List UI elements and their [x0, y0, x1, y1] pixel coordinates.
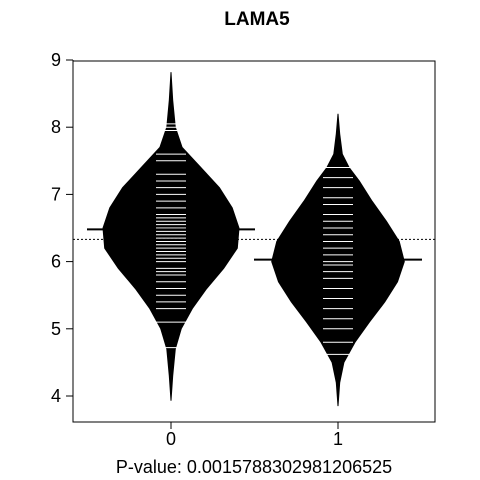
y-axis: 4 5 6 7 8 9: [51, 50, 74, 406]
x-tick-label: 0: [166, 429, 176, 449]
beans-layer: [87, 72, 422, 407]
y-tick-label: 7: [51, 184, 61, 204]
y-tick-label: 5: [51, 319, 61, 339]
y-tick-label: 4: [51, 386, 61, 406]
y-tick-label: 6: [51, 252, 61, 272]
x-axis-label: P-value: 0.0015788302981206525: [116, 457, 392, 477]
y-tick-label: 8: [51, 117, 61, 137]
chart-title: LAMA5: [224, 9, 290, 30]
x-tick-label: 1: [333, 429, 343, 449]
y-tick-label: 9: [51, 50, 61, 70]
bean-0: [102, 72, 240, 401]
